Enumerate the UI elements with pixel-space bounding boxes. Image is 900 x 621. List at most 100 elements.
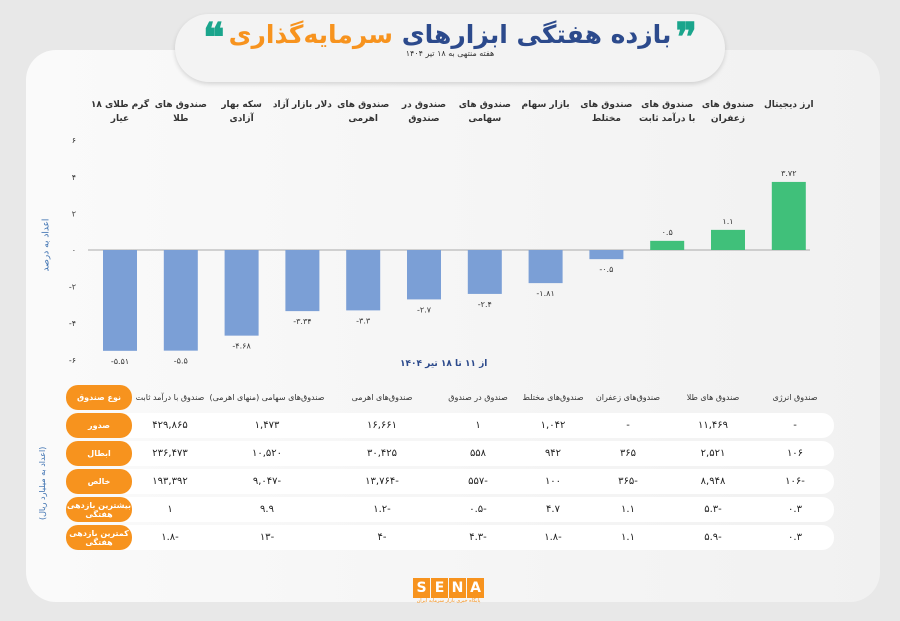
quote-open-icon: ❝ [203,14,225,61]
table-row: بیشترین بازدهی هفتگی ۱ ۹.۹ -۱.۲ -۰.۵ ۴.۷ ۱.۱ -۵… [66,497,834,522]
table-cell: ۱۹۳,۳۹۲ [152,476,188,487]
data-label: -۲.۷ [417,305,432,314]
table-row: ابطال ۲۳۶,۴۷۳ ۱۰,۵۲۰ ۳۰,۴۲۵ ۵۵۸ ۹۴۲ ۳۶۵ ۲,۵۲۱ ۱۰… [66,441,834,466]
row-label: ابطال [66,441,132,466]
table-cell: ۵۵۸ [469,448,487,459]
y-tick-label: ۲ [72,209,76,218]
bar-chart: ۶ ۴ ۲ ۰ -۲ -۴ -۶ -۵.۵۱ -۵.۵ -۴.۶۸ -۳.۳۴ -۳.۳ -۲.۷ -۲.… [69,136,810,366]
data-label: ۱.۱ [722,217,733,226]
data-label: -۰.۵ [599,265,613,274]
y-tick-label: -۴ [69,319,76,328]
table-cell: ۰.۳ [788,504,802,515]
column-header: صندوق در صندوق [448,393,508,402]
category-label: دلار بازار آزاد [272,100,332,110]
bar [771,181,806,250]
data-label: -۱.۸۱ [536,289,554,298]
title-part1: بازده هفتگی ابزارهای [401,20,672,49]
table-cell: ۱,۴۷۳ [254,420,280,431]
table-cell: -۱.۸ [161,532,179,543]
y-tick-label: ۶ [72,136,76,145]
data-label: -۳.۳ [356,316,371,325]
data-label: -۵.۵۱ [111,357,129,366]
table-cell: ۱ [475,420,481,431]
column-header: صندوق های طلا [686,393,740,402]
table-cell: ۱,۰۴۲ [540,420,566,431]
column-header: صندوق با درآمد ثابت [135,393,205,402]
category-label: صندوق های مختلط [580,100,633,124]
title-banner: ❝ ❞ بازده هفتگی ابزارهای سرمایه‌گذاری هف… [175,14,725,82]
row-label: نوع صندوق [66,385,132,410]
table-cell: ۰.۳ [788,532,802,543]
table-cell: ۲۳۶,۴۷۳ [152,448,188,459]
column-header: صندوق‌های زعفران [595,393,661,402]
column-header: صندوق‌های سهامی (منهای اهرمی) [209,393,325,402]
page-title: بازده هفتگی ابزارهای سرمایه‌گذاری [175,20,725,49]
table-cell: - [626,420,630,431]
table-cell: ۱ [167,504,173,515]
table-cell: -۱۰۶ [785,476,805,487]
bar [103,250,137,351]
row-label: بیشترین بازدهی هفتگی [66,497,132,522]
fund-flow-table: نوع صندوق صندوق با درآمد ثابت صندوق‌های سه… [66,385,834,553]
column-header: صندوق‌های مختلط [522,393,584,402]
bar [528,250,563,284]
table-cell: -۱.۸ [544,532,562,543]
x-axis-label: از ۱۱ تا ۱۸ تیر ۱۴۰۴ [400,359,488,369]
table-row: صدور ۴۲۹,۸۶۵ ۱,۴۷۳ ۱۶,۶۶۱ ۱ ۱,۰۴۲ - ۱۱,۴۶۹ - [66,413,834,438]
bar [711,229,745,250]
table-unit-label: (اعداد به میلیارد ریال) [38,446,47,520]
row-label: کمترین بازدهی هفتگی [66,525,132,550]
table-cell: -۴.۳ [469,532,487,543]
category-label: صندوق های زعفران [701,100,755,124]
category-label: گرم طلای ۱۸ عیار [90,100,150,124]
table-cell: ۹.۹ [260,504,274,515]
table-cell: -۹,۰۴۷ [252,476,282,487]
data-label: ۳.۷۲ [781,169,796,178]
table-cell: ۴.۷ [546,504,560,515]
table-cell: -۵۵۷ [468,476,488,487]
category-label: صندوق های اهرمی [337,100,390,124]
row-label: صدور [66,413,132,438]
row-label: خالص [66,469,132,494]
table-cell: -۰.۵ [469,504,487,515]
table-cell: ۲,۵۲۱ [700,448,726,459]
data-label: ۰.۵ [662,228,673,237]
category-label: صندوق های طلا [154,100,207,124]
logo-letter: N [449,578,466,598]
logo-letter: E [431,578,448,598]
table-cell: ۳۶۵ [619,448,637,459]
logo-tagline: پایگاه خبری بازار سرمایه ایران [416,598,481,604]
bar [589,250,624,260]
table-row: خالص ۱۹۳,۳۹۲ -۹,۰۴۷ -۱۳,۷۶۴ -۵۵۷ ۱۰۰ -۳۶۵ ۸,۹۴۸… [66,469,834,494]
table-cell: ۱.۱ [621,532,635,543]
bar [650,240,685,250]
table-cell: - [793,420,797,431]
table-cell: ۴۲۹,۸۶۵ [152,420,188,431]
table-cell: ۱۰,۵۲۰ [251,448,283,459]
bar [346,250,381,311]
subtitle: هفته منتهی به ۱۸ تیر ۱۴۰۴ [405,49,495,58]
data-label: -۲.۴ [478,300,492,309]
table-cell: ۱۱,۴۶۹ [697,420,729,431]
table-row: کمترین بازدهی هفتگی -۱.۸ -۱۳ -۴ -۴.۳ -۱.۸ ۱.۱ -… [66,525,834,550]
column-header: صندوق‌های اهرمی [351,393,413,402]
table-header-row: نوع صندوق صندوق با درآمد ثابت صندوق‌های سه… [66,385,834,410]
y-tick-label: -۶ [69,356,76,365]
table-cell: ۸,۹۴۸ [700,476,726,487]
table-cell: ۱۰۶ [786,448,804,459]
category-label: ارز دیجیتال [763,100,814,110]
table-cell: -۵.۳ [704,504,722,515]
bar [163,250,198,351]
title-part2: سرمایه‌گذاری [228,20,394,49]
data-label: -۴.۶۸ [232,342,251,351]
data-label: -۵.۵ [174,357,188,366]
data-label: -۳.۳۴ [293,317,311,326]
quote-close-icon: ❞ [675,14,697,61]
table-cell: -۱۳,۷۶۴ [365,476,399,487]
logo-letter: A [467,578,484,598]
category-label: سکه بهار آزادی [221,100,262,124]
category-label: بازار سهام [521,100,570,110]
table-cell: ۱۰۰ [544,476,562,487]
category-label: صندوق های با درآمد ثابت [639,100,696,124]
